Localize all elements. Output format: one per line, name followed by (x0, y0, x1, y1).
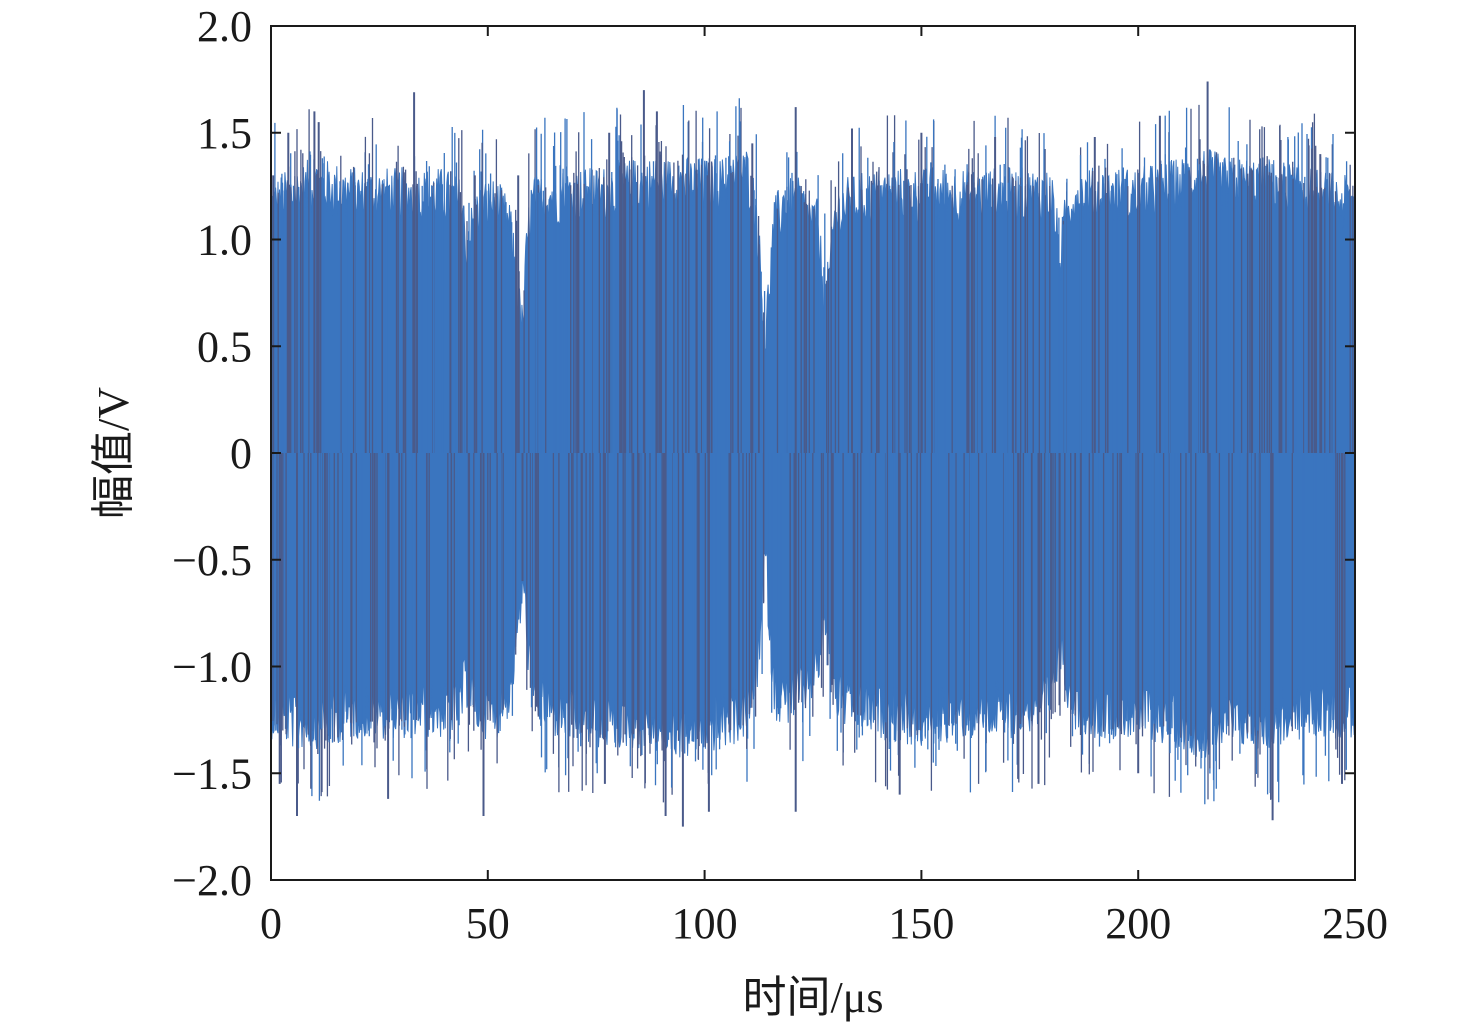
signal-spikes (272, 98, 1354, 805)
y-tick-label: −0.5 (172, 536, 252, 585)
y-tick-label: 2.0 (197, 2, 252, 51)
y-tick-label: 0.5 (197, 322, 252, 371)
x-tick-label: 100 (672, 899, 738, 948)
x-tick-label: 250 (1322, 899, 1388, 948)
x-axis: 0 50 100 150 200 250 (260, 26, 1388, 948)
plot-area (270, 81, 1356, 827)
y-tick-label: 1.5 (197, 109, 252, 158)
x-tick-label: 0 (260, 899, 282, 948)
y-tick-label: −1.0 (172, 643, 252, 692)
y-tick-label: −2.0 (172, 856, 252, 905)
y-axis-title: 幅值/V (89, 387, 138, 519)
y-tick-label: 1.0 (197, 216, 252, 265)
x-tick-label: 50 (466, 899, 510, 948)
y-axis: 2.0 1.5 1.0 0.5 0 −0.5 −1.0 −1.5 −2.0 (172, 2, 1355, 905)
signal-peaks (272, 81, 1343, 827)
y-tick-label: −1.5 (172, 749, 252, 798)
x-tick-label: 200 (1105, 899, 1171, 948)
x-axis-title: 时间/μs (743, 973, 884, 1022)
y-tick-label: 0 (230, 429, 252, 478)
x-tick-label: 150 (888, 899, 954, 948)
